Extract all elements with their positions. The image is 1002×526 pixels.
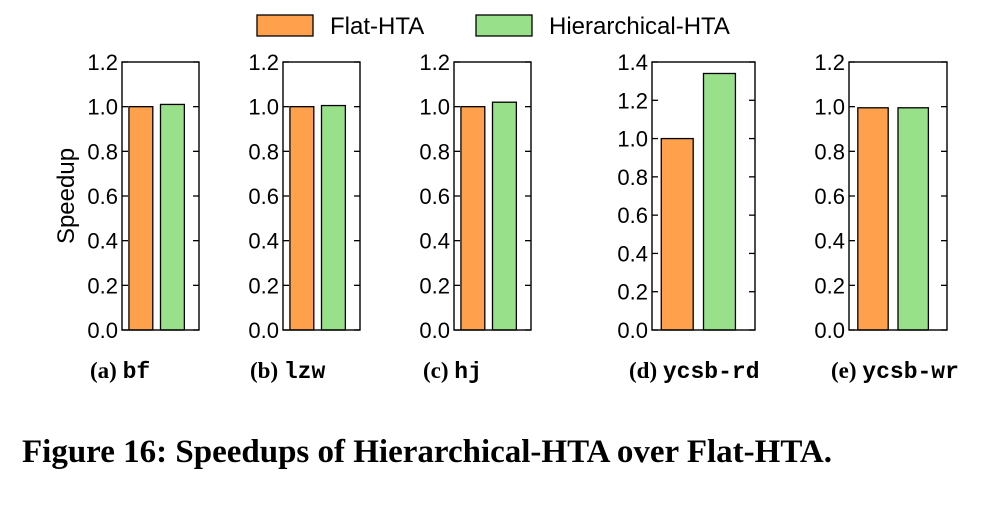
y-tick-label: 1.0 bbox=[419, 95, 450, 120]
y-tick-label: 0.0 bbox=[248, 318, 279, 343]
y-tick-label: 0.2 bbox=[814, 273, 845, 298]
y-tick-label: 0.4 bbox=[87, 229, 118, 254]
y-tick-label: 0.2 bbox=[248, 273, 279, 298]
panel-2: 0.0 0.2 0.4 0.6 0.8 1.0 1.2 (b) lzw bbox=[248, 50, 361, 385]
y-tick-label: 0.4 bbox=[617, 241, 648, 266]
panel-1: 0.0 0.2 0.4 0.6 0.8 1.0 1.2 Speedup (a) bf bbox=[53, 50, 200, 385]
bar-hierarchical-hta bbox=[491, 101, 518, 331]
y-tick-label: 0.6 bbox=[814, 184, 845, 209]
y-tick-label: 1.2 bbox=[419, 50, 450, 75]
panel-caption-prefix: (b) bbox=[250, 358, 284, 383]
y-tick-label: 0.6 bbox=[87, 184, 118, 209]
panel-caption-prefix: (a) bbox=[90, 358, 123, 383]
y-tick-label: 1.2 bbox=[814, 50, 845, 75]
caption-text: Figure 16: Speedups of Hierarchical-HTA … bbox=[22, 434, 832, 470]
y-axis-label: Speedup bbox=[53, 148, 80, 244]
y-tick-label: 0.0 bbox=[419, 318, 450, 343]
figure-caption: Figure 16: Speedups of Hierarchical-HTA … bbox=[22, 430, 988, 474]
y-tick-label: 0.0 bbox=[87, 318, 118, 343]
y-tick-label: 0.0 bbox=[814, 318, 845, 343]
panel-caption-name: ycsb-rd bbox=[663, 359, 760, 385]
bar-flat-hta bbox=[289, 106, 315, 331]
y-tick-label: 0.2 bbox=[87, 273, 118, 298]
y-tick-label: 0.8 bbox=[248, 139, 279, 164]
legend: Flat-HTA Hierarchical-HTA bbox=[256, 13, 730, 40]
y-tick-label: 0.6 bbox=[617, 203, 648, 228]
panel-caption: (a) bf bbox=[90, 358, 150, 385]
y-tick-label: 1.0 bbox=[248, 95, 279, 120]
y-tick-label: 0.6 bbox=[248, 184, 279, 209]
panel-caption: (c) hj bbox=[423, 358, 482, 385]
panel-caption-name: ycsb-wr bbox=[862, 359, 959, 385]
bar-hierarchical-hta bbox=[159, 103, 186, 331]
y-tick-label: 1.0 bbox=[814, 95, 845, 120]
panel-caption-name: lzw bbox=[284, 359, 326, 385]
y-tick-label: 1.4 bbox=[617, 50, 648, 75]
plot-frame bbox=[651, 61, 756, 331]
y-tick-label: 0.4 bbox=[814, 229, 845, 254]
legend-swatch-2 bbox=[475, 14, 533, 37]
legend-label-1: Flat-HTA bbox=[330, 13, 424, 40]
bar-hierarchical-hta bbox=[897, 107, 930, 331]
legend-label-2: Hierarchical-HTA bbox=[549, 13, 730, 40]
bar-flat-hta bbox=[460, 106, 486, 331]
y-tick-label: 0.2 bbox=[419, 273, 450, 298]
y-tick-label: 0.8 bbox=[814, 139, 845, 164]
y-tick-label: 0.2 bbox=[617, 280, 648, 305]
y-tick-label: 1.2 bbox=[248, 50, 279, 75]
bar-hierarchical-hta bbox=[320, 104, 347, 331]
panel-4: 0.0 0.2 0.4 0.6 0.8 1.0 1.2 1.4 (d) ycsb-rd bbox=[617, 50, 759, 385]
bar-hierarchical-hta bbox=[702, 72, 737, 331]
panel-caption: (b) lzw bbox=[250, 358, 325, 385]
y-tick-label: 0.6 bbox=[419, 184, 450, 209]
y-tick-label: 0.8 bbox=[617, 165, 648, 190]
panel-caption-prefix: (d) bbox=[629, 358, 663, 383]
bar-flat-hta bbox=[128, 106, 154, 331]
y-tick-label: 1.2 bbox=[617, 88, 648, 113]
legend-swatch-1 bbox=[256, 14, 314, 37]
y-tick-label: 0.4 bbox=[248, 229, 279, 254]
y-tick-label: 0.8 bbox=[87, 139, 118, 164]
panel-3: 0.0 0.2 0.4 0.6 0.8 1.0 1.2 (c) hj bbox=[419, 50, 532, 385]
y-tick-label: 0.0 bbox=[617, 318, 648, 343]
panel-caption-name: bf bbox=[123, 359, 151, 385]
panel-caption-name: hj bbox=[454, 359, 482, 385]
y-tick-label: 0.8 bbox=[419, 139, 450, 164]
y-tick-label: 0.4 bbox=[419, 229, 450, 254]
panel-5: 0.0 0.2 0.4 0.6 0.8 1.0 1.2 (e) ycsb-wr bbox=[814, 50, 959, 385]
panel-caption-prefix: (e) bbox=[831, 358, 862, 383]
panel-caption: (d) ycsb-rd bbox=[629, 358, 760, 385]
y-tick-label: 1.0 bbox=[617, 127, 648, 152]
bar-flat-hta bbox=[660, 137, 694, 331]
y-tick-label: 1.2 bbox=[87, 50, 118, 75]
panel-caption: (e) ycsb-wr bbox=[831, 358, 959, 385]
panel-caption-prefix: (c) bbox=[423, 358, 454, 383]
y-tick-label: 1.0 bbox=[87, 95, 118, 120]
bar-flat-hta bbox=[857, 107, 889, 331]
